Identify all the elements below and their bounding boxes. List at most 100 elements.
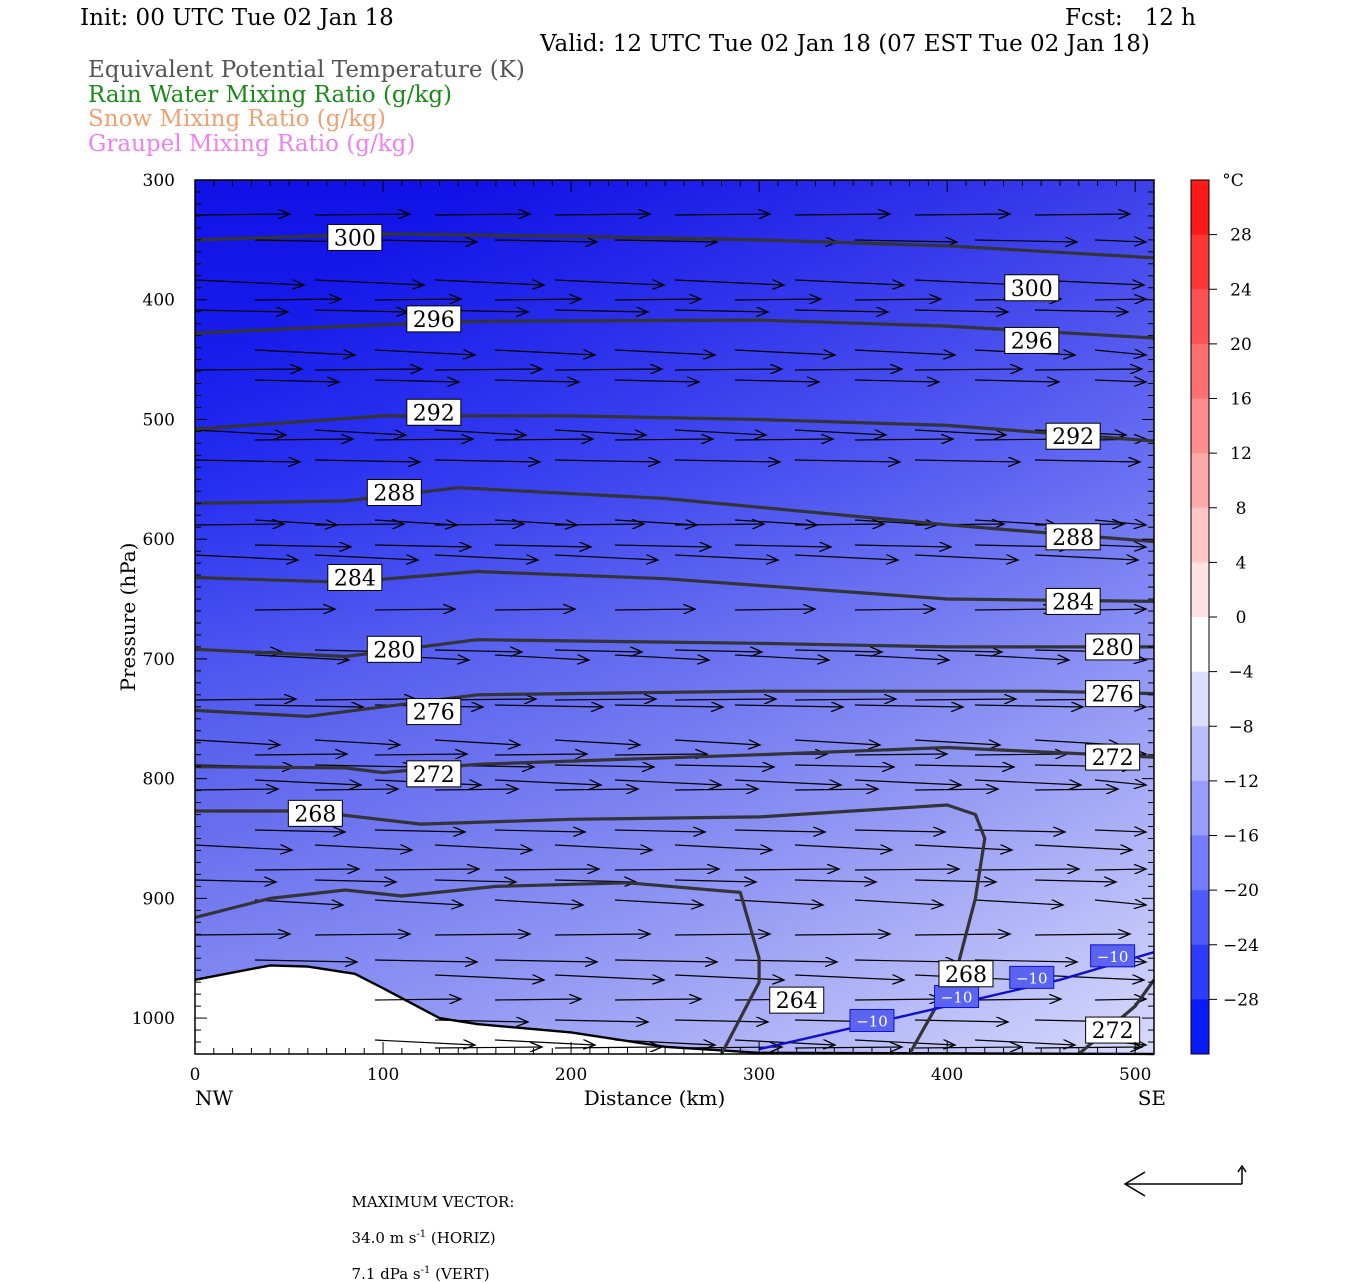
max-vector-label: MAXIMUM VECTOR:: [351, 1193, 515, 1211]
wind-vector: [254, 609, 335, 610]
x-tick-label: 200: [555, 1065, 587, 1085]
wind-vector: [854, 754, 947, 755]
temperature-label-box: [1009, 965, 1055, 989]
x-start-label: NW: [195, 1086, 234, 1110]
theta-e-contour-288: [194, 486, 1155, 544]
wind-vector: [494, 900, 583, 905]
wind-vector: [674, 699, 776, 700]
max-vector-horizontal: 34.0 m s: [351, 1229, 417, 1247]
valid-time: Valid: 12 UTC Tue 02 Jan 18 (07 EST Tue …: [540, 31, 1150, 57]
wind-vector: [554, 460, 660, 462]
theta-e-label-box: [938, 960, 994, 988]
wind-vector: [554, 974, 664, 980]
theta-e-label: 300: [334, 226, 376, 251]
colorbar-swatch: [1191, 234, 1209, 290]
wind-vector: [1094, 609, 1146, 610]
x-end-label: SE: [1138, 1086, 1166, 1110]
wind-vector: [1034, 310, 1128, 312]
wind-vector: [974, 705, 1083, 707]
wind-vector: [914, 699, 1016, 700]
colorbar-label: −28: [1223, 990, 1259, 1010]
wind-vector: [734, 349, 835, 355]
wind-vector: [674, 430, 766, 435]
wind-vector: [974, 240, 1077, 242]
wind-vector: [314, 765, 414, 767]
wind-vector: [194, 460, 300, 462]
wind-vector: [794, 740, 880, 745]
wind-vector: [1034, 460, 1140, 462]
colorbar-label: 12: [1230, 444, 1252, 464]
wind-vector: [374, 439, 473, 440]
wind-vector: [854, 439, 953, 440]
wind-vector: [734, 520, 817, 525]
theta-e-contour-272: [194, 745, 1155, 775]
theta-e-label-box: [406, 760, 462, 788]
wind-vector: [494, 754, 587, 755]
wind-vector: [974, 900, 1063, 905]
wind-vector: [794, 880, 876, 882]
wind-vector: [854, 609, 935, 610]
wind-vector: [1094, 299, 1146, 300]
wind-vector: [554, 214, 650, 215]
theta-e-label-box: [366, 478, 422, 506]
wind-vector: [314, 524, 404, 525]
theta-e-label-box: [406, 305, 462, 333]
wind-vector: [374, 609, 455, 610]
wind-vector: [674, 974, 784, 980]
wind-vector: [494, 1039, 595, 1045]
theta-e-label: 272: [413, 763, 455, 788]
wind-vector: [794, 699, 896, 700]
theta-e-contour-292: [194, 414, 1155, 443]
wind-vector: [554, 524, 644, 525]
wind-vector: [314, 460, 420, 462]
wind-vector: [674, 214, 770, 215]
wind-vector: [674, 845, 772, 850]
wind-vector: [614, 1039, 715, 1045]
wind-vector: [734, 869, 839, 870]
colorbar-label: 28: [1230, 226, 1252, 246]
y-tick-label: 900: [143, 889, 175, 909]
wind-vector: [734, 779, 841, 785]
wind-vector: [1094, 869, 1146, 870]
wind-vector: [614, 999, 701, 1000]
wind-vector: [914, 1020, 1008, 1022]
theta-e-label-box: [327, 563, 383, 591]
wind-vector: [674, 369, 782, 370]
plot-frame: [194, 179, 1155, 1055]
wind-vector: [1094, 240, 1146, 242]
wind-vector: [434, 880, 516, 882]
y-axis-label: Pressure (hPa): [116, 543, 140, 692]
x-tick-label: 400: [931, 1065, 963, 1085]
wind-vector: [854, 655, 949, 660]
theta-e-label-box: [1085, 743, 1141, 771]
wind-vector: [914, 214, 1010, 215]
wind-vector: [554, 845, 652, 850]
wind-vector: [194, 524, 284, 525]
temperature-label: −10: [856, 1012, 888, 1030]
theta-e-label: 280: [1092, 636, 1134, 661]
wind-vector: [494, 999, 581, 1000]
wind-vector: [674, 460, 780, 462]
theta-e-label-box: [1085, 680, 1141, 708]
theta-e-contour-268: [195, 803, 987, 1055]
wind-vector: [614, 240, 717, 242]
wind-vector: [614, 900, 703, 905]
wind-vector: [494, 349, 595, 355]
wind-vector: [254, 705, 363, 707]
wind-vector: [194, 740, 280, 745]
theta-e-label: 284: [334, 566, 376, 591]
wind-vector: [914, 934, 1010, 935]
wind-vector: [974, 754, 1067, 755]
wind-vector: [434, 554, 538, 560]
wind-vector: [614, 869, 719, 870]
wind-vector: [374, 349, 475, 355]
wind-vector: [1034, 880, 1116, 882]
wind-vector: [254, 349, 355, 355]
wind-vector: [554, 765, 654, 767]
colorbar-swatch: [1191, 999, 1209, 1055]
wind-vector: [1094, 350, 1146, 355]
colorbar-label: 4: [1236, 553, 1247, 573]
colorbar-label: −16: [1223, 827, 1259, 847]
wind-vector: [254, 754, 347, 755]
wind-vector: [914, 1047, 1022, 1048]
